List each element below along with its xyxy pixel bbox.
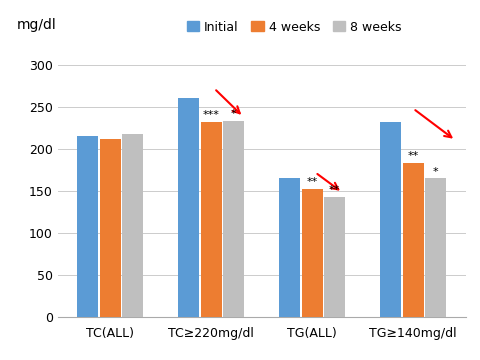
Bar	[223, 121, 244, 317]
Bar	[201, 122, 222, 317]
Text: mg/dl: mg/dl	[17, 18, 57, 32]
Bar	[279, 178, 300, 317]
Text: *: *	[432, 167, 438, 176]
Bar	[381, 122, 401, 317]
Bar	[403, 163, 423, 317]
Text: *: *	[230, 109, 236, 120]
Text: **: **	[408, 152, 419, 161]
Text: **: **	[329, 185, 340, 195]
Bar	[425, 178, 446, 317]
Bar	[301, 189, 323, 317]
Bar	[179, 98, 199, 317]
Legend: Initial, 4 weeks, 8 weeks: Initial, 4 weeks, 8 weeks	[182, 15, 407, 39]
Text: **: **	[306, 177, 318, 188]
Bar	[324, 197, 345, 317]
Text: ***: ***	[203, 110, 219, 120]
Bar	[122, 134, 143, 317]
Bar	[77, 136, 98, 317]
Bar	[100, 139, 120, 317]
